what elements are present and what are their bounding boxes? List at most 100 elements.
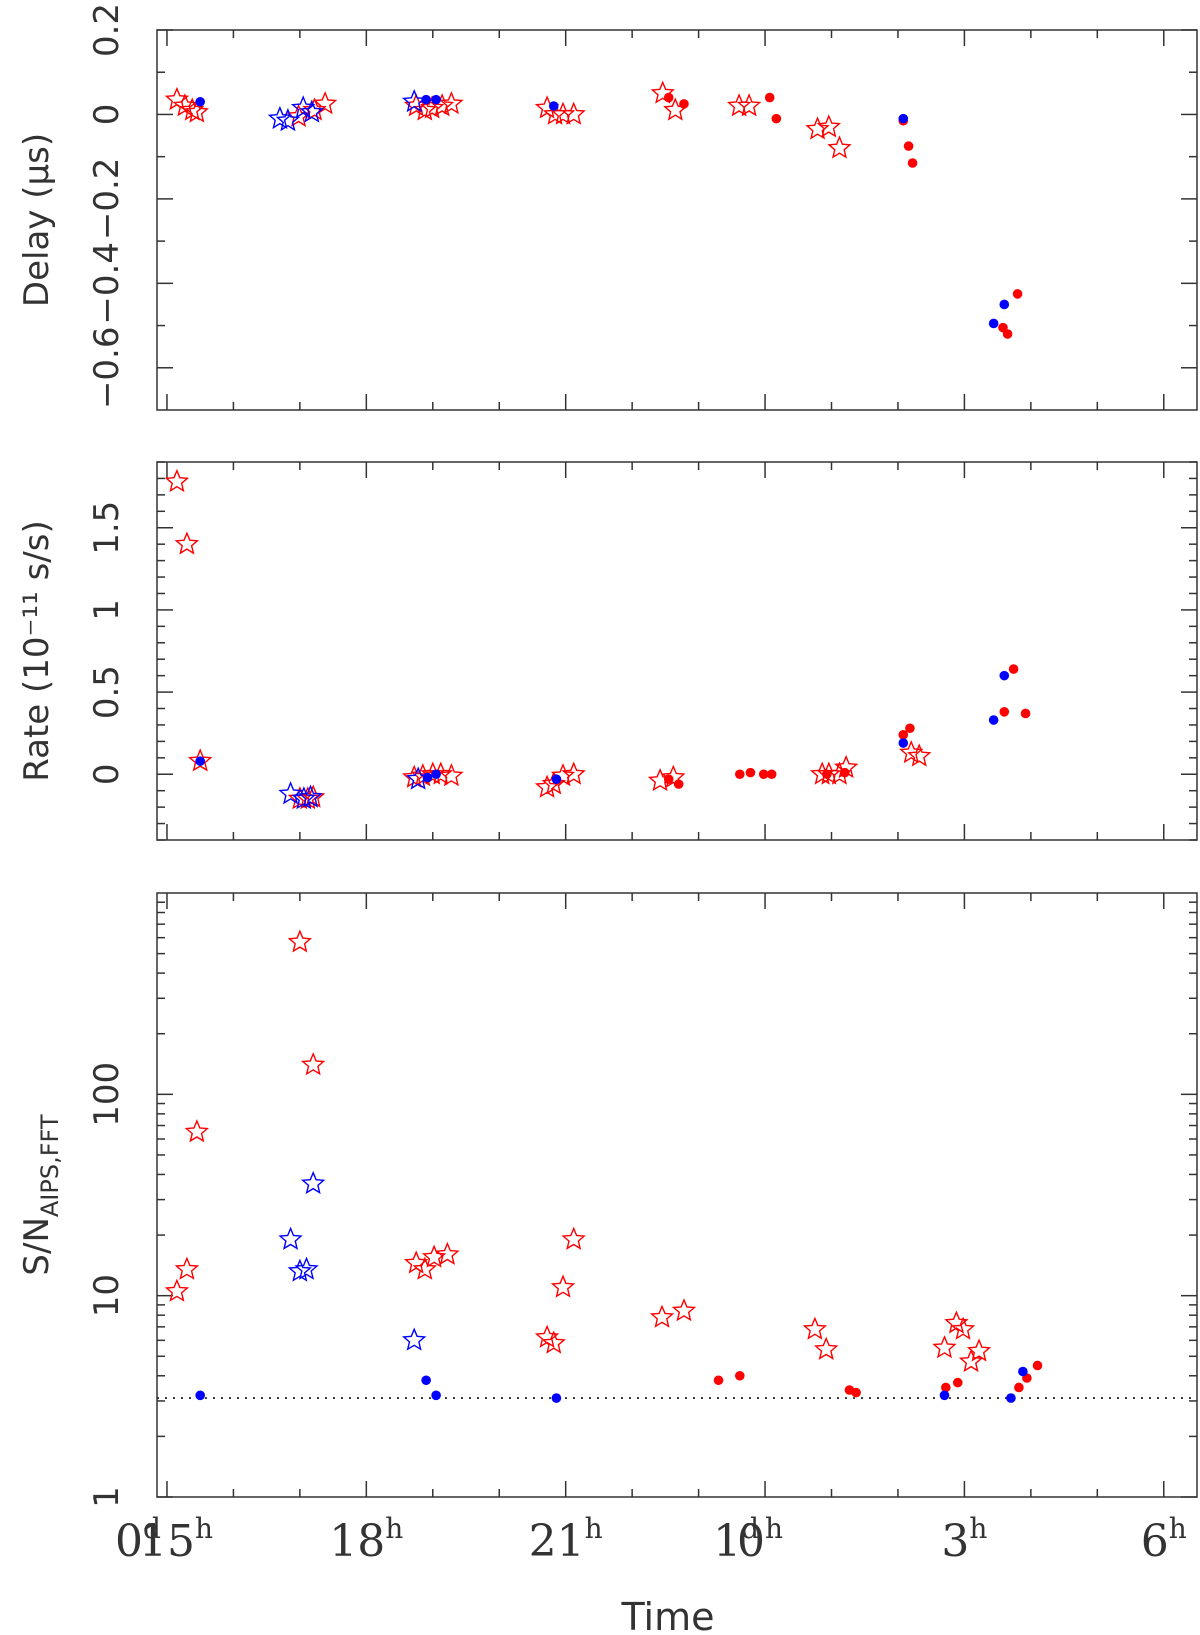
delay-red-dot-point <box>1012 289 1023 299</box>
rate-red-dot-point <box>734 769 745 780</box>
snr-red-dot-point <box>713 1375 724 1386</box>
delay-red-star-point <box>827 135 852 159</box>
snr-blue-dot-point <box>939 1390 950 1401</box>
rate-red-dot-point <box>999 707 1010 717</box>
snr-red-star-point <box>966 1338 992 1362</box>
snr-red-star-point <box>950 1316 976 1340</box>
rate-y-axis-label: Rate (10⁻¹¹ s/s) <box>17 520 57 781</box>
snr-red-star-point <box>174 1256 200 1280</box>
rate-red-dot-point <box>745 767 756 778</box>
snr-blue-dot-point <box>551 1393 562 1403</box>
snr-red-star-point <box>300 1052 326 1076</box>
delay-red-star-point <box>650 80 675 104</box>
snr-blue-star-point <box>294 1256 319 1280</box>
rate-red-dot-point <box>898 730 909 740</box>
snr-red-dot-point <box>1032 1360 1043 1371</box>
rate-red-star-point <box>661 764 686 788</box>
delay-blue-dot-point <box>548 101 559 111</box>
x-tick-label: 18h <box>329 1512 403 1567</box>
snr-blue-dot-point <box>421 1375 431 1386</box>
delay-blue-dot-point <box>195 96 205 107</box>
rate-red-dot-point <box>839 767 850 778</box>
snr-red-dot-point <box>734 1370 745 1381</box>
snr-red-star-point <box>802 1316 828 1340</box>
snr-panel: 1 10 100 S/NAIPS,FFT <box>17 892 1198 1508</box>
delay-red-dot-point <box>663 92 674 103</box>
rate-y-tick-label: 1 <box>87 599 127 621</box>
delay-red-dot-point <box>907 158 918 168</box>
rate-blue-dot-point <box>422 772 433 783</box>
x-tick-label: 6h <box>1141 1512 1187 1567</box>
rate-blue-dot-point <box>898 738 909 748</box>
rate-frame <box>156 461 1198 841</box>
snr-red-star-point <box>184 1119 210 1143</box>
snr-red-dot-point <box>941 1382 951 1393</box>
delay-blue-star-point <box>267 105 293 130</box>
snr-blue-dot-point <box>431 1390 441 1401</box>
rate-red-dot-point <box>822 769 832 780</box>
rate-blue-dot-point <box>988 715 999 725</box>
delay-blue-dot-point <box>421 94 431 105</box>
x-day-label: 1d <box>713 1512 759 1567</box>
snr-blue-star-point <box>278 1226 303 1250</box>
rate-red-star-point <box>541 771 566 795</box>
delay-red-star-point <box>302 97 327 121</box>
rate-red-dot-point <box>758 769 769 780</box>
rate-red-star-point <box>164 468 190 493</box>
rate-red-dot-point <box>905 723 915 734</box>
snr-y-axis-label: S/NAIPS,FFT <box>17 1114 64 1276</box>
rate-blue-star-point <box>298 784 323 808</box>
delay-blue-dot-point <box>999 299 1010 310</box>
x-tick-label: 0h <box>737 1512 783 1567</box>
snr-red-star-point <box>944 1310 969 1334</box>
delay-panel: 0.2 0 −0.2−0.4−0.6 Delay (μs) <box>17 3 1198 411</box>
delay-red-dot-point <box>903 141 914 151</box>
delay-y-tick-label: −0.6 <box>87 326 127 409</box>
snr-blue-dot-point <box>195 1390 205 1401</box>
delay-red-star-point <box>561 101 586 125</box>
delay-y-tick-label: 0.2 <box>87 3 127 57</box>
x-tick-label: 3h <box>941 1512 987 1567</box>
snr-frame <box>156 892 1198 1498</box>
snr-red-star-point <box>421 1244 447 1268</box>
rate-red-star-point <box>899 740 924 764</box>
rate-blue-dot-point <box>431 769 441 780</box>
x-tick-label: 21h <box>529 1512 603 1567</box>
rate-red-star-point <box>420 761 445 785</box>
delay-red-star-point <box>816 114 842 138</box>
snr-y-tick-label: 100 <box>87 1062 127 1127</box>
snr-y-tick-label: 1 <box>87 1486 127 1508</box>
delay-red-dot-point <box>679 99 689 109</box>
snr-red-star-point <box>932 1335 957 1359</box>
delay-y-axis-label: Delay (μs) <box>17 133 57 307</box>
rate-red-star-point <box>561 761 586 785</box>
delay-y-tick-label: −0.4 <box>87 242 127 325</box>
delay-red-star-point <box>312 91 338 115</box>
snr-blue-star-point <box>401 1327 427 1351</box>
snr-blue-dot-point <box>1018 1366 1028 1377</box>
rate-red-dot-point <box>766 769 777 780</box>
snr-red-star-point <box>561 1226 586 1250</box>
delay-blue-star-point <box>290 95 316 119</box>
snr-red-dot-point <box>851 1387 861 1398</box>
delay-y-tick-label: 0 <box>87 104 127 126</box>
snr-red-star-point <box>287 929 313 953</box>
delay-blue-dot-point <box>431 94 441 105</box>
snr-red-star-point <box>435 1241 460 1265</box>
snr-red-star-point <box>412 1256 438 1280</box>
delay-blue-star-point <box>275 107 301 132</box>
snr-red-star-point <box>813 1336 839 1360</box>
snr-red-dot-point <box>952 1377 963 1388</box>
delay-red-star-point <box>184 99 210 123</box>
rate-red-dot-point <box>673 779 684 789</box>
x-tick-label: 15h <box>139 1512 213 1567</box>
snr-red-star-point <box>541 1330 566 1354</box>
rate-blue-dot-point <box>195 756 205 766</box>
snr-red-star-point <box>164 1278 190 1302</box>
snr-red-star-point <box>649 1304 675 1328</box>
delay-red-dot-point <box>1002 329 1013 339</box>
x-axis-label: Time <box>621 1595 715 1635</box>
delay-blue-star-point <box>299 99 325 123</box>
snr-red-dot-point <box>1014 1382 1024 1393</box>
